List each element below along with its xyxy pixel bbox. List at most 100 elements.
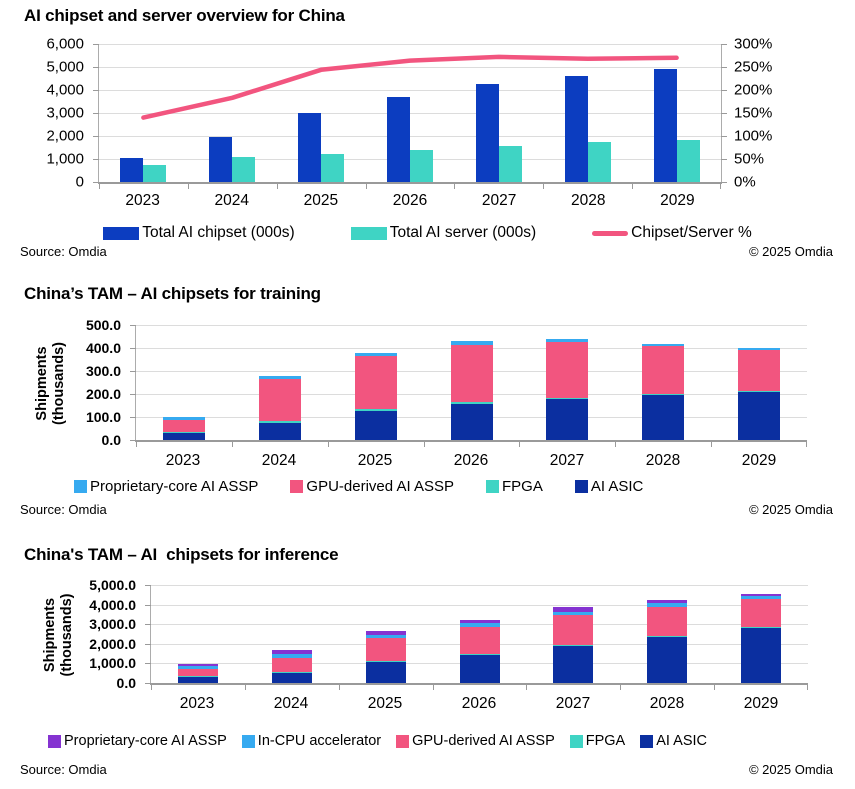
- source-label: Source: Omdia: [20, 244, 107, 259]
- bar-total-ai-server-000s-: [676, 139, 700, 182]
- copyright-label: © 2025 Omdia: [748, 502, 833, 517]
- legend-label: GPU-derived AI ASSP: [306, 478, 454, 495]
- axis-tick: [615, 440, 617, 447]
- left-axis-labels: 0.0 100.0 200.0 300.0 400.0 500.0: [0, 317, 127, 448]
- copyright-label: © 2025 Omdia: [748, 244, 833, 259]
- bar-segment-ai-asic: [177, 676, 218, 683]
- axis-tick: [136, 440, 137, 447]
- bar-segment-ai-asic: [162, 433, 205, 440]
- plot-area: [130, 325, 807, 447]
- legend-label: FPGA: [585, 733, 626, 749]
- axis-tick: [454, 182, 456, 189]
- axis-tick: [711, 440, 713, 447]
- axis-tick: [365, 182, 367, 189]
- y-tick-label: 0.0: [101, 432, 121, 448]
- bar-segment-gpu-derived-ai-assp: [354, 356, 397, 409]
- x-tick-label: 2026: [461, 695, 497, 712]
- bar-segment-proprietary-core-ai-assp: [459, 619, 500, 624]
- bar-segment-ai-asic: [647, 636, 688, 683]
- legend: Proprietary-core AI ASSP In-CPU accelerat…: [0, 733, 855, 749]
- x-tick-label: 2023: [165, 452, 201, 469]
- x-axis-labels: 2023 2024 2025 2026 2027 2028 2029: [98, 192, 722, 210]
- legend-item: Total AI server (000s): [350, 224, 536, 242]
- legend-label: GPU-derived AI ASSP: [412, 733, 555, 749]
- x-tick-label: 2029: [741, 452, 777, 469]
- axis-tick: [145, 683, 151, 684]
- legend-item: AI ASIC: [640, 733, 707, 749]
- axis-tick: [721, 90, 727, 91]
- legend-item: In-CPU accelerator: [241, 733, 382, 749]
- axis-tick: [130, 325, 136, 326]
- bar-segment-proprietary-core-ai-assp: [546, 338, 589, 343]
- y-tick-label: 400.0: [85, 340, 121, 356]
- y-tick-label: 5,000.0: [89, 577, 136, 593]
- axis-tick: [276, 182, 278, 189]
- bar-segment-fpga: [546, 397, 589, 400]
- bar-total-ai-chipset-000s-: [653, 68, 677, 182]
- axis-tick: [620, 683, 622, 690]
- left-axis-labels: 0.0 1,000.0 2,000.0 3,000.0 4,000.0 5,000.0: [0, 577, 142, 691]
- legend-swatch: [574, 480, 588, 493]
- y-tick-label: 100.0: [85, 409, 121, 425]
- axis-tick: [423, 440, 425, 447]
- right-tick-label: 0%: [734, 173, 756, 191]
- legend-label: Proprietary-core AI ASSP: [90, 478, 259, 495]
- axis-tick: [99, 182, 100, 189]
- bar-total-ai-chipset-000s-: [475, 83, 499, 182]
- legend-item: Proprietary-core AI ASSP: [48, 733, 227, 749]
- legend-swatch: [74, 480, 87, 493]
- y-tick-label: 6,000: [46, 35, 84, 53]
- y-tick-label: 300.0: [85, 363, 121, 379]
- axis-tick: [145, 663, 151, 665]
- bar-segment-gpu-derived-ai-assp: [177, 669, 218, 677]
- x-tick-label: 2029: [743, 695, 779, 712]
- bar-segment-gpu-derived-ai-assp: [546, 342, 589, 398]
- bar-segment-in-cpu-accelerator: [647, 603, 688, 608]
- bar-segment-in-cpu-accelerator: [741, 595, 782, 599]
- bar-segment-proprietary-core-ai-assp: [738, 348, 781, 351]
- legend-item: Total AI chipset (000s): [103, 224, 295, 242]
- axis-tick: [244, 683, 246, 690]
- axis-tick: [519, 440, 521, 447]
- bar-segment-proprietary-core-ai-assp: [365, 631, 406, 635]
- right-tick-label: 300%: [734, 35, 773, 53]
- y-tick-label: 4,000.0: [89, 596, 136, 613]
- legend-item: FPGA: [569, 733, 626, 749]
- bar-segment-gpu-derived-ai-assp: [738, 350, 781, 391]
- bar-segment-ai-asic: [258, 422, 301, 440]
- bar-segment-fpga: [553, 645, 594, 646]
- bar-segment-fpga: [741, 627, 782, 629]
- bar-total-ai-chipset-000s-: [564, 75, 588, 182]
- x-tick-label: 2024: [214, 192, 249, 209]
- legend-label: In-CPU accelerator: [257, 733, 382, 749]
- gridline: [99, 90, 721, 91]
- bar-segment-gpu-derived-ai-assp: [642, 346, 685, 394]
- bar-total-ai-server-000s-: [587, 142, 611, 182]
- bar-segment-fpga: [642, 393, 685, 395]
- source-label: Source: Omdia: [20, 502, 107, 517]
- axis-tick: [93, 113, 99, 114]
- y-tick-label: 5,000: [46, 58, 84, 76]
- bar-segment-proprietary-core-ai-assp: [450, 341, 493, 346]
- legend-swatch: [640, 734, 654, 748]
- legend-label: Total AI chipset (000s): [142, 224, 295, 241]
- axis-tick: [130, 440, 136, 441]
- axis-tick: [806, 440, 807, 447]
- bar-segment-gpu-derived-ai-assp: [459, 626, 500, 654]
- gridline: [151, 604, 808, 606]
- y-tick-label: 2,000.0: [89, 635, 136, 652]
- bar-segment-proprietary-core-ai-assp: [162, 416, 205, 420]
- y-tick-label: 500.0: [85, 317, 121, 333]
- bar-segment-fpga: [162, 431, 205, 434]
- bar-segment-proprietary-core-ai-assp: [741, 593, 782, 596]
- bar-segment-fpga: [271, 671, 312, 673]
- legend-item: Proprietary-core AI ASSP: [74, 478, 258, 495]
- bar-segment-ai-asic: [546, 399, 589, 440]
- right-tick-label: 200%: [734, 81, 773, 99]
- chart-ai-chipset-server-overview: AI chipset and server overview for China…: [0, 0, 855, 270]
- bar-segment-fpga: [450, 402, 493, 404]
- x-tick-label: 2029: [660, 192, 695, 209]
- y-tick-label: 3,000: [46, 104, 84, 122]
- axis-tick: [721, 182, 727, 183]
- x-tick-label: 2027: [549, 452, 585, 469]
